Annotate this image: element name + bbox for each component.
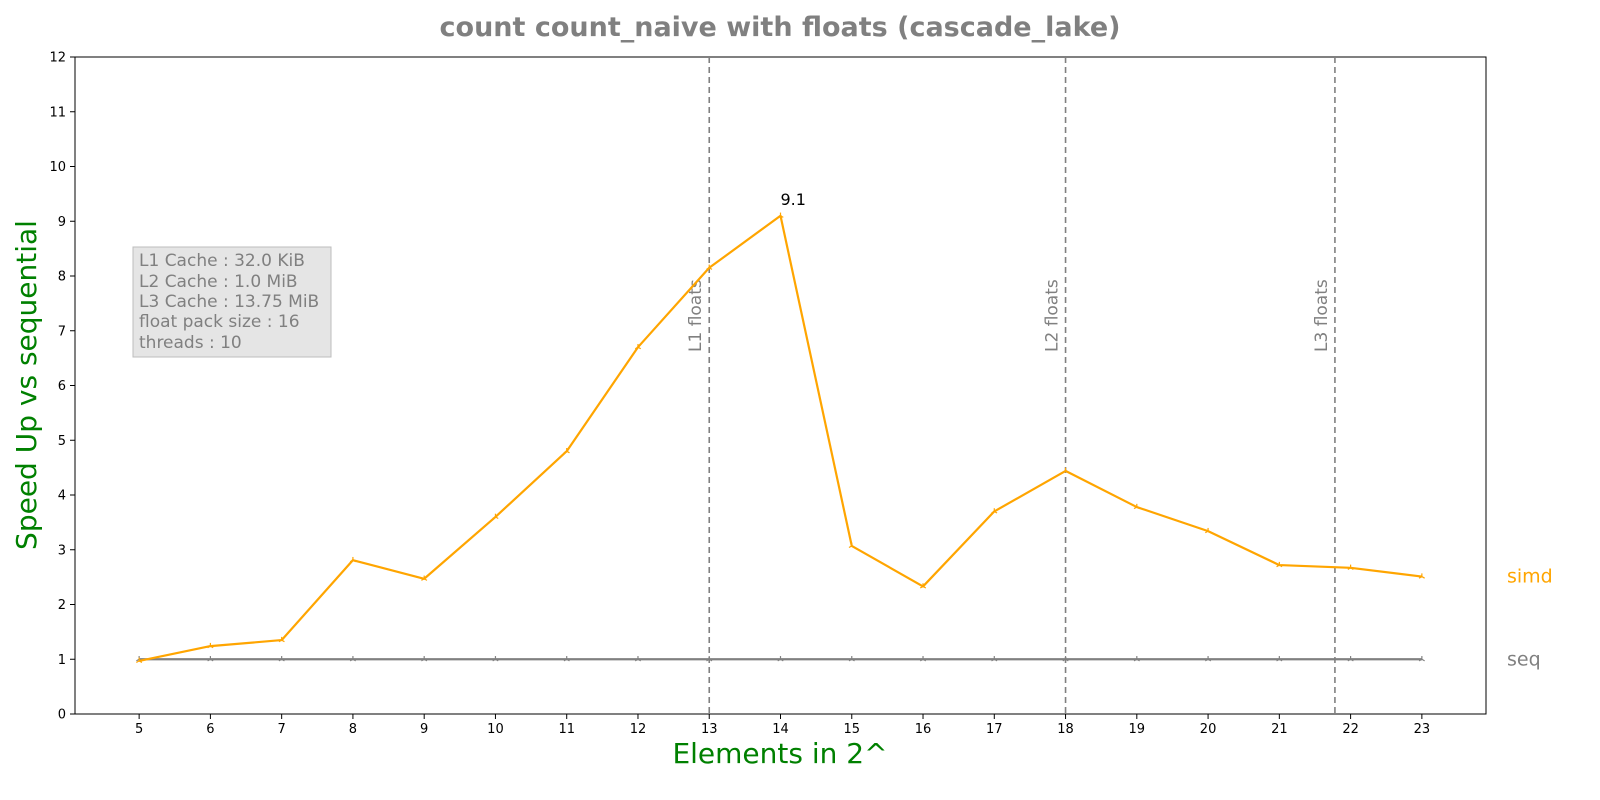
peak-annotation: 9.1	[781, 190, 806, 209]
data-point-seq	[1062, 656, 1069, 662]
data-point-seq	[919, 656, 927, 662]
y-tick-label: 1	[58, 653, 66, 668]
data-point-simd	[1133, 503, 1140, 510]
x-tick-label: 7	[278, 722, 286, 737]
data-point-seq	[278, 656, 285, 662]
x-tick-label: 16	[915, 722, 932, 737]
x-tick-label: 20	[1200, 722, 1217, 737]
data-point-seq	[848, 656, 855, 662]
chart-title: count count_naive with floats (cascade_l…	[440, 12, 1121, 43]
data-point-seq	[207, 656, 214, 662]
x-tick-label: 6	[206, 722, 214, 737]
x-tick-label: 21	[1271, 722, 1288, 737]
series-label-seq: seq	[1507, 648, 1541, 670]
data-point-seq	[492, 656, 499, 662]
data-point-seq	[1347, 656, 1354, 662]
x-tick-label: 15	[843, 722, 860, 737]
y-tick-label: 11	[49, 105, 66, 120]
data-point-seq	[991, 656, 998, 662]
data-point-simd	[991, 508, 998, 514]
data-point-seq	[1133, 656, 1140, 662]
data-point-seq	[706, 656, 713, 662]
data-point-simd	[1062, 467, 1069, 474]
plot-area	[74, 56, 1487, 715]
info-box-background	[132, 246, 332, 358]
cache-vline-label: L1 floats	[686, 279, 706, 352]
data-point-simd	[919, 583, 927, 589]
x-tick-label: 5	[135, 722, 143, 737]
x-tick-label: 19	[1129, 722, 1146, 737]
info-line-pack-size: float pack size : 16	[139, 312, 300, 332]
data-point-simd	[278, 636, 285, 643]
data-point-simd	[421, 575, 428, 581]
data-point-simd	[634, 343, 642, 350]
series-line-simd	[138, 214, 1422, 662]
data-point-seq	[563, 656, 570, 662]
data-point-seq	[1276, 656, 1283, 662]
x-tick-label: 23	[1414, 722, 1431, 737]
series-label-simd: simd	[1507, 566, 1553, 588]
x-tick-label: 18	[1057, 722, 1074, 737]
y-axis-label: Speed Up vs sequential	[10, 220, 43, 550]
y-tick-label: 8	[58, 270, 66, 285]
x-tick-label: 13	[701, 722, 718, 737]
data-point-simd	[1204, 527, 1212, 534]
data-point-simd	[1276, 561, 1283, 568]
y-tick-label: 6	[58, 379, 66, 394]
data-point-simd	[1418, 573, 1425, 579]
info-line-l2: L2 Cache : 1.0 MiB	[139, 272, 298, 292]
x-tick-label: 12	[630, 722, 647, 737]
y-tick-label: 9	[58, 215, 66, 230]
series-layer: seq simd	[136, 212, 1553, 670]
data-point-simd	[1347, 564, 1354, 570]
data-point-simd	[136, 657, 143, 664]
info-line-l1: L1 Cache : 32.0 KiB	[139, 251, 305, 271]
x-tick-label: 14	[772, 722, 789, 737]
data-point-simd	[777, 212, 784, 218]
y-tick-label: 7	[58, 324, 66, 339]
data-point-seq	[777, 656, 784, 662]
data-point-simd	[492, 513, 499, 520]
data-point-simd	[706, 264, 713, 270]
x-tick-label: 22	[1342, 722, 1359, 737]
data-point-seq	[1418, 656, 1425, 662]
info-box: L1 Cache : 32.0 KiB L2 Cache : 1.0 MiB L…	[132, 246, 332, 358]
x-tick-label: 11	[558, 722, 575, 737]
annotations: 9.1	[781, 190, 806, 209]
y-tick-label: 2	[58, 598, 66, 613]
y-tick-label: 3	[58, 543, 66, 558]
cache-vline-label: L3 floats	[1312, 279, 1332, 352]
info-line-threads: threads : 10	[139, 333, 242, 353]
data-point-seq	[634, 656, 642, 662]
cache-lines: L1 floats L2 floats L3 floats	[686, 57, 1336, 714]
y-tick-label: 5	[58, 434, 66, 449]
data-point-seq	[1204, 656, 1212, 662]
y-tick-label: 12	[49, 51, 66, 66]
data-point-seq	[421, 656, 428, 662]
data-point-simd	[563, 448, 570, 454]
x-tick-label: 10	[487, 722, 504, 737]
y-tick-label: 4	[58, 489, 66, 504]
data-point-simd	[207, 642, 214, 649]
x-tick-label: 8	[349, 722, 357, 737]
x-axis-ticks: 5 6 7 8 9 10 11 12 13 14 15 16 17 18 19 20 21 22 23	[135, 714, 1430, 737]
y-tick-label: 10	[49, 160, 66, 175]
data-point-simd	[349, 556, 357, 563]
x-axis-label: Elements in 2^	[672, 737, 887, 770]
data-point-simd	[848, 542, 855, 549]
x-tick-label: 17	[986, 722, 1003, 737]
data-point-seq	[349, 656, 357, 662]
x-tick-label: 9	[420, 722, 428, 737]
cache-vline-label: L2 floats	[1043, 279, 1063, 352]
y-tick-label: 0	[58, 708, 66, 723]
info-line-l3: L3 Cache : 13.75 MiB	[139, 292, 319, 312]
